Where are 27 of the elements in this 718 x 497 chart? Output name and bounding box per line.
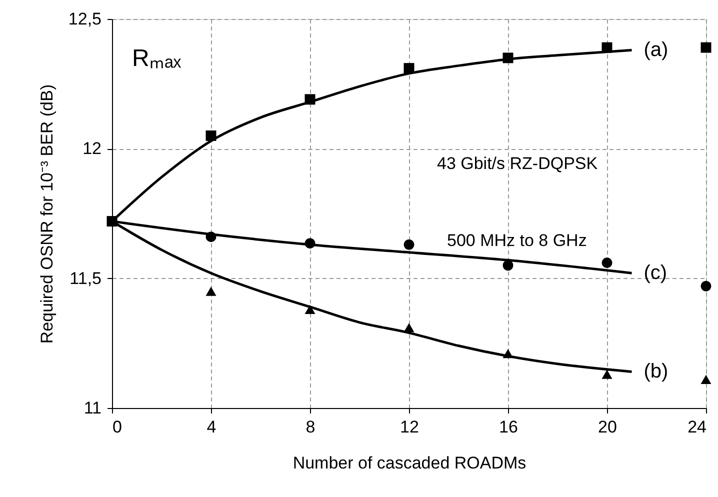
point (700, 374, 712, 384)
point (404, 239, 414, 250)
x-tick-label: 20 (598, 418, 617, 436)
x-tick-label: 24 (688, 418, 706, 436)
series-label: (a) (644, 39, 668, 62)
point (206, 286, 216, 296)
x-tick-label: 0 (112, 418, 122, 436)
point (700, 42, 712, 53)
x-tick-label: 12 (400, 418, 419, 436)
annotation: 43 Gbit/s RZ-DQPSK (437, 154, 598, 173)
y-tick-label: 12 (82, 139, 102, 158)
y-axis-title: Required OSNR for 10⁻³ BER (dB) (37, 84, 56, 344)
x-tick-label: 4 (206, 418, 216, 436)
point (502, 260, 514, 271)
annotation: Rₘₐₓ (132, 45, 182, 72)
y-tick-label: 12,5 (68, 10, 102, 28)
annotation: 500 MHz to 8 GHz (447, 231, 587, 250)
y-tick-label: 11,5 (70, 268, 102, 288)
point (602, 258, 612, 268)
series-label: (c) (644, 262, 668, 284)
x-axis-title: Number of cascaded ROADMs (292, 454, 526, 472)
point (700, 280, 712, 292)
y-tick-label: 11 (84, 398, 102, 418)
x-tick-label: 8 (306, 418, 316, 436)
x-tick-label: 16 (499, 418, 518, 436)
point (602, 370, 612, 379)
series-label: (b) (644, 360, 668, 383)
